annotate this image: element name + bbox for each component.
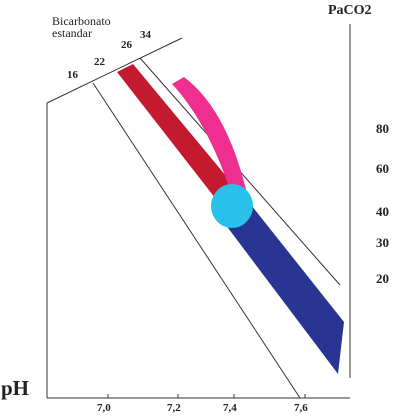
- bicarbonate-axis-title: Bicarbonato estandar: [52, 15, 111, 39]
- bicarbonate-line-22: [92, 82, 301, 399]
- red-band: [117, 64, 246, 212]
- bicarbonate-tick-34: 34: [140, 29, 151, 41]
- ph-tick-7-4: 7,4: [223, 402, 237, 414]
- pco2-tick-40: 40: [376, 204, 389, 219]
- bicarbonate-title-line-2: estandar: [52, 26, 92, 40]
- magenta-band: [172, 77, 248, 202]
- ph-tick-7-0: 7,0: [97, 402, 111, 414]
- bicarbonate-tick-16: 16: [67, 69, 78, 81]
- ph-tick-7-2: 7,2: [167, 402, 181, 414]
- bicarbonate-tick-26: 26: [121, 39, 132, 51]
- normal-zone: [211, 184, 253, 228]
- ph-axis-title: pH: [1, 376, 30, 400]
- pco2-tick-20: 20: [376, 271, 389, 286]
- pco2-axis-title: PaCO2: [328, 3, 372, 18]
- pco2-tick-80: 80: [376, 121, 389, 136]
- bicarbonate-title-line-1: Bicarbonato: [52, 14, 111, 28]
- ph-tick-7-6: 7,6: [294, 402, 308, 414]
- pco2-tick-30: 30: [376, 235, 389, 250]
- bicarbonate-axis-line: [46, 37, 183, 104]
- pco2-tick-60: 60: [376, 161, 389, 176]
- blue-band: [213, 196, 344, 374]
- bicarbonate-tick-22: 22: [94, 56, 105, 68]
